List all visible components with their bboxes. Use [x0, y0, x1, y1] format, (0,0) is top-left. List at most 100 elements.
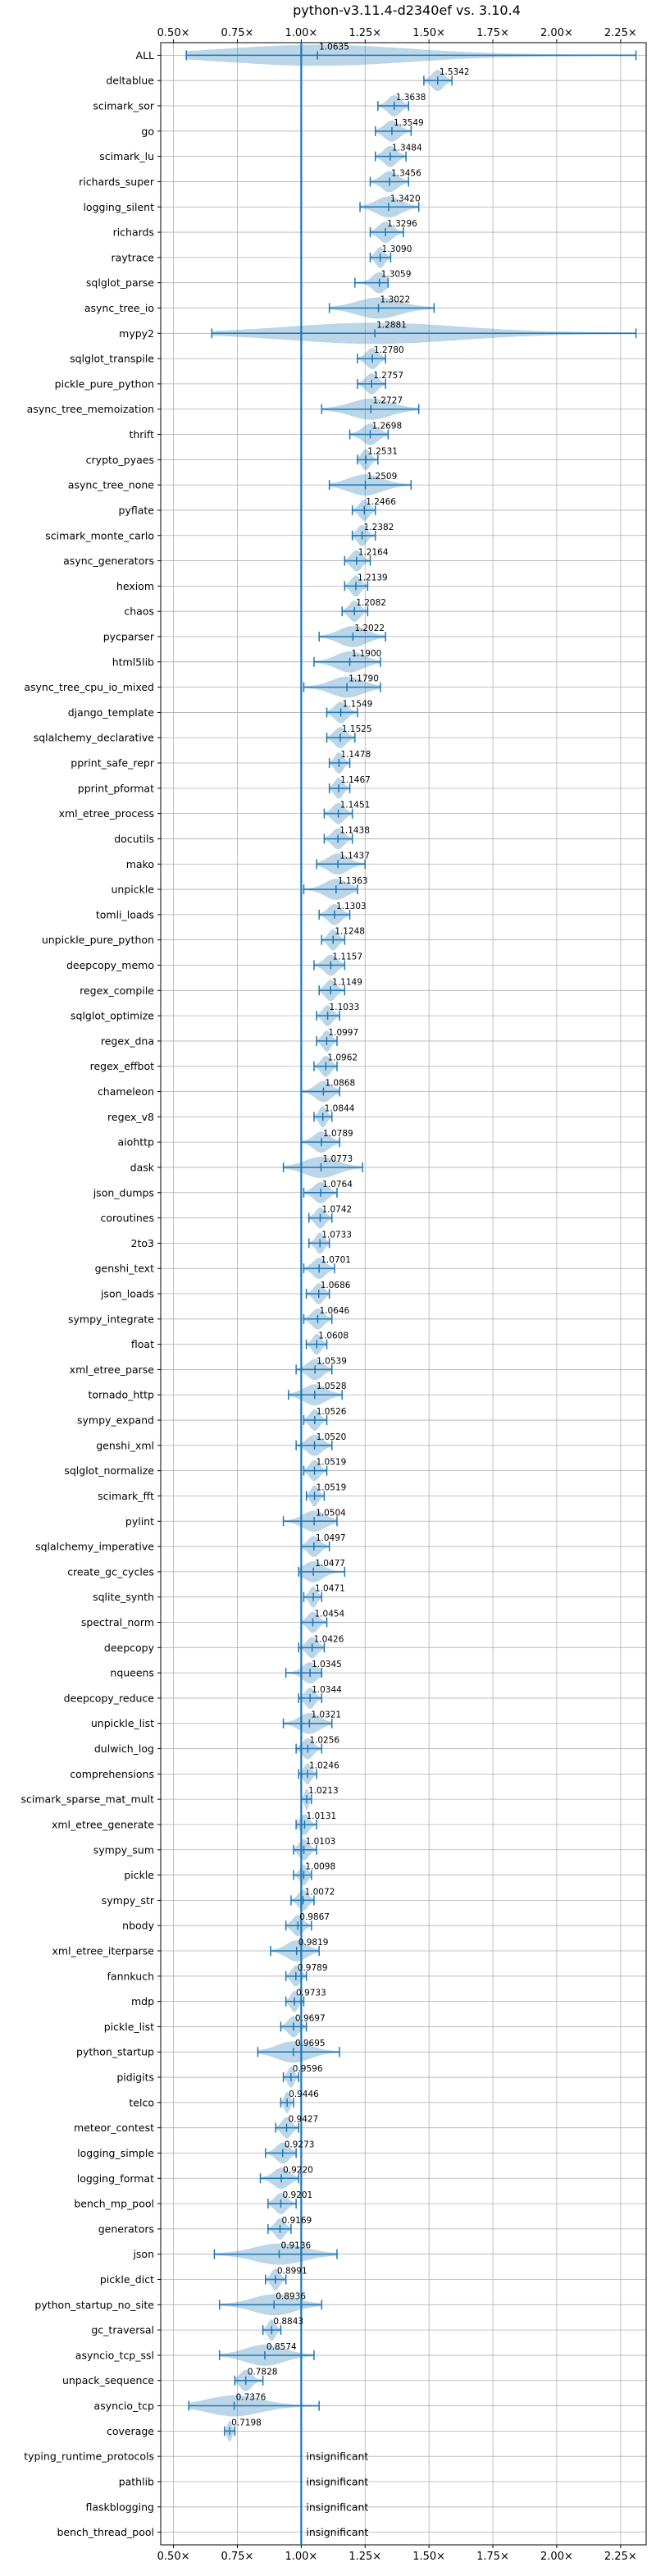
insignificant-label: insignificant — [306, 2475, 368, 2487]
grid-layer — [161, 43, 646, 2545]
benchmark-label: chaos — [124, 605, 154, 618]
benchmark-label: django_template — [68, 706, 155, 719]
mean-value-label: 1.0519 — [317, 1482, 347, 1492]
mean-value-label: 1.0426 — [314, 1634, 344, 1644]
mean-value-label: 0.9201 — [282, 2190, 312, 2200]
mean-value-label: 0.7198 — [231, 2418, 262, 2428]
mean-value-label: 1.1033 — [330, 1003, 360, 1012]
benchmark-label: sqlalchemy_imperative — [35, 1541, 154, 1553]
benchmark-label: tornado_http — [88, 1389, 154, 1401]
mean-value-label: 0.9733 — [296, 1989, 326, 1998]
benchmark-label: python_startup_no_site — [34, 2299, 154, 2311]
benchmark-label: json_dumps — [93, 1186, 154, 1199]
benchmark-label: sympy_sum — [93, 1843, 154, 1856]
benchmark-label: asyncio_tcp — [94, 2400, 155, 2412]
benchmark-label: asyncio_tcp_ssl — [75, 2349, 154, 2361]
benchmark-label: async_tree_cpu_io_mixed — [24, 681, 154, 693]
mean-value-label: 1.1525 — [342, 724, 372, 734]
mean-value-label: 1.3549 — [394, 118, 424, 128]
benchmark-label: pprint_safe_repr — [71, 757, 155, 770]
benchmark-label: generators — [98, 2222, 154, 2235]
benchmark-label: regex_dna — [101, 1035, 154, 1047]
benchmark-label: aiohttp — [118, 1136, 155, 1149]
benchmark-label: async_tree_io — [84, 302, 154, 314]
benchmark-label: sqlalchemy_declarative — [34, 732, 155, 744]
mean-value-label: 1.0103 — [306, 1837, 336, 1847]
x-tick-label-bottom: 0.75× — [221, 2551, 254, 2563]
benchmark-label: xml_etree_parse — [70, 1363, 155, 1376]
benchmark-label: scimark_lu — [99, 150, 154, 162]
benchmark-label: coverage — [107, 2425, 154, 2437]
benchmark-label: deepcopy — [104, 1642, 155, 1654]
mean-value-label: 0.7376 — [236, 2393, 266, 2403]
mean-value-label: 1.2164 — [358, 548, 389, 558]
mean-value-label: 1.0321 — [311, 1710, 341, 1720]
mean-value-label: 1.0539 — [317, 1356, 347, 1366]
benchmark-label: float — [131, 1338, 154, 1350]
benchmark-label: pickle_list — [104, 2021, 154, 2033]
benchmark-label: dulwich_log — [94, 1742, 154, 1755]
benchmark-label: pycparser — [103, 630, 155, 642]
benchmark-label: mako — [126, 858, 154, 870]
benchmark-label: flaskblogging — [85, 2501, 154, 2513]
x-tick-label-top: 2.00× — [540, 27, 573, 39]
mean-value-label: 1.2466 — [366, 497, 396, 507]
benchmark-label: scimark_monte_carlo — [45, 529, 154, 541]
benchmark-label: bench_mp_pool — [74, 2198, 154, 2210]
mean-value-label: 1.2780 — [374, 345, 404, 355]
mean-value-label: 1.0072 — [305, 1887, 335, 1897]
benchmark-label: raytrace — [112, 251, 155, 263]
x-tick-label-bottom: 0.50× — [157, 2551, 190, 2563]
benchmark-label: unpickle_list — [91, 1717, 154, 1729]
mean-value-label: 0.9697 — [295, 2013, 326, 2023]
x-tick-label-bottom: 2.25× — [604, 2551, 637, 2563]
mean-value-label: 1.3484 — [392, 144, 422, 153]
mean-value-label: 1.0742 — [321, 1205, 352, 1215]
benchmark-label: sqlite_synth — [93, 1591, 154, 1603]
benchmark-label: logging_silent — [83, 201, 154, 213]
mean-value-label: 0.9695 — [295, 2039, 326, 2048]
mean-value-label: 1.2022 — [354, 623, 385, 633]
x-tick-label-bottom: 1.75× — [476, 2551, 509, 2563]
benchmark-label: thrift — [129, 428, 154, 441]
benchmark-label: dask — [130, 1161, 155, 1173]
mean-value-label: 1.0868 — [325, 1079, 355, 1089]
benchmark-label: bench_thread_pool — [57, 2526, 154, 2538]
mean-value-label: 0.9220 — [283, 2165, 313, 2175]
mean-value-label: 1.1478 — [340, 750, 371, 760]
mean-value-label: 0.8843 — [273, 2317, 303, 2327]
mean-value-label: 1.3456 — [391, 168, 421, 178]
mean-value-label: 1.3296 — [387, 219, 417, 229]
mean-value-label: 1.1900 — [352, 649, 382, 659]
benchmark-label: xml_etree_generate — [52, 1818, 154, 1830]
benchmark-label: logging_format — [77, 2172, 154, 2185]
mean-value-label: 1.0131 — [306, 1811, 336, 1821]
mean-value-label: 1.1303 — [336, 902, 367, 911]
mean-value-label: 1.1149 — [332, 977, 362, 987]
benchmark-label: python_startup — [76, 2046, 154, 2058]
mean-value-label: 0.8574 — [266, 2342, 297, 2352]
mean-value-label: 1.2757 — [373, 371, 403, 381]
mean-value-label: 1.1157 — [332, 952, 362, 961]
benchmark-label: fannkuch — [107, 1970, 154, 1982]
mean-value-label: 0.9427 — [289, 2115, 319, 2125]
mean-value-label: 1.3420 — [390, 194, 421, 203]
mean-value-label: 0.9819 — [298, 1938, 329, 1948]
mean-value-label: 1.1451 — [340, 801, 371, 811]
mean-value-label: 1.1467 — [340, 775, 371, 785]
mean-value-label: 1.0635 — [319, 42, 349, 52]
benchmark-label: json_loads — [100, 1288, 154, 1300]
benchmark-label: sympy_str — [102, 1894, 155, 1907]
mean-value-label: 1.0256 — [309, 1736, 339, 1746]
benchmark-label: hexiom — [116, 580, 154, 592]
mean-value-label: 1.3638 — [396, 93, 426, 103]
x-tick-label-bottom: 1.00× — [285, 2551, 317, 2563]
mean-value-label: 1.0471 — [315, 1584, 345, 1594]
x-tick-label-top: 1.25× — [348, 27, 381, 39]
mean-value-label: 1.0844 — [325, 1103, 355, 1113]
benchmark-label: pprint_pformat — [78, 782, 154, 794]
benchmark-label: unpack_sequence — [62, 2374, 154, 2386]
label-layer: 1.0635 1.5342 1.3638 1.3549 1.3484 1.3456 1.34… — [231, 42, 469, 2538]
benchmark-label: go — [141, 125, 154, 137]
